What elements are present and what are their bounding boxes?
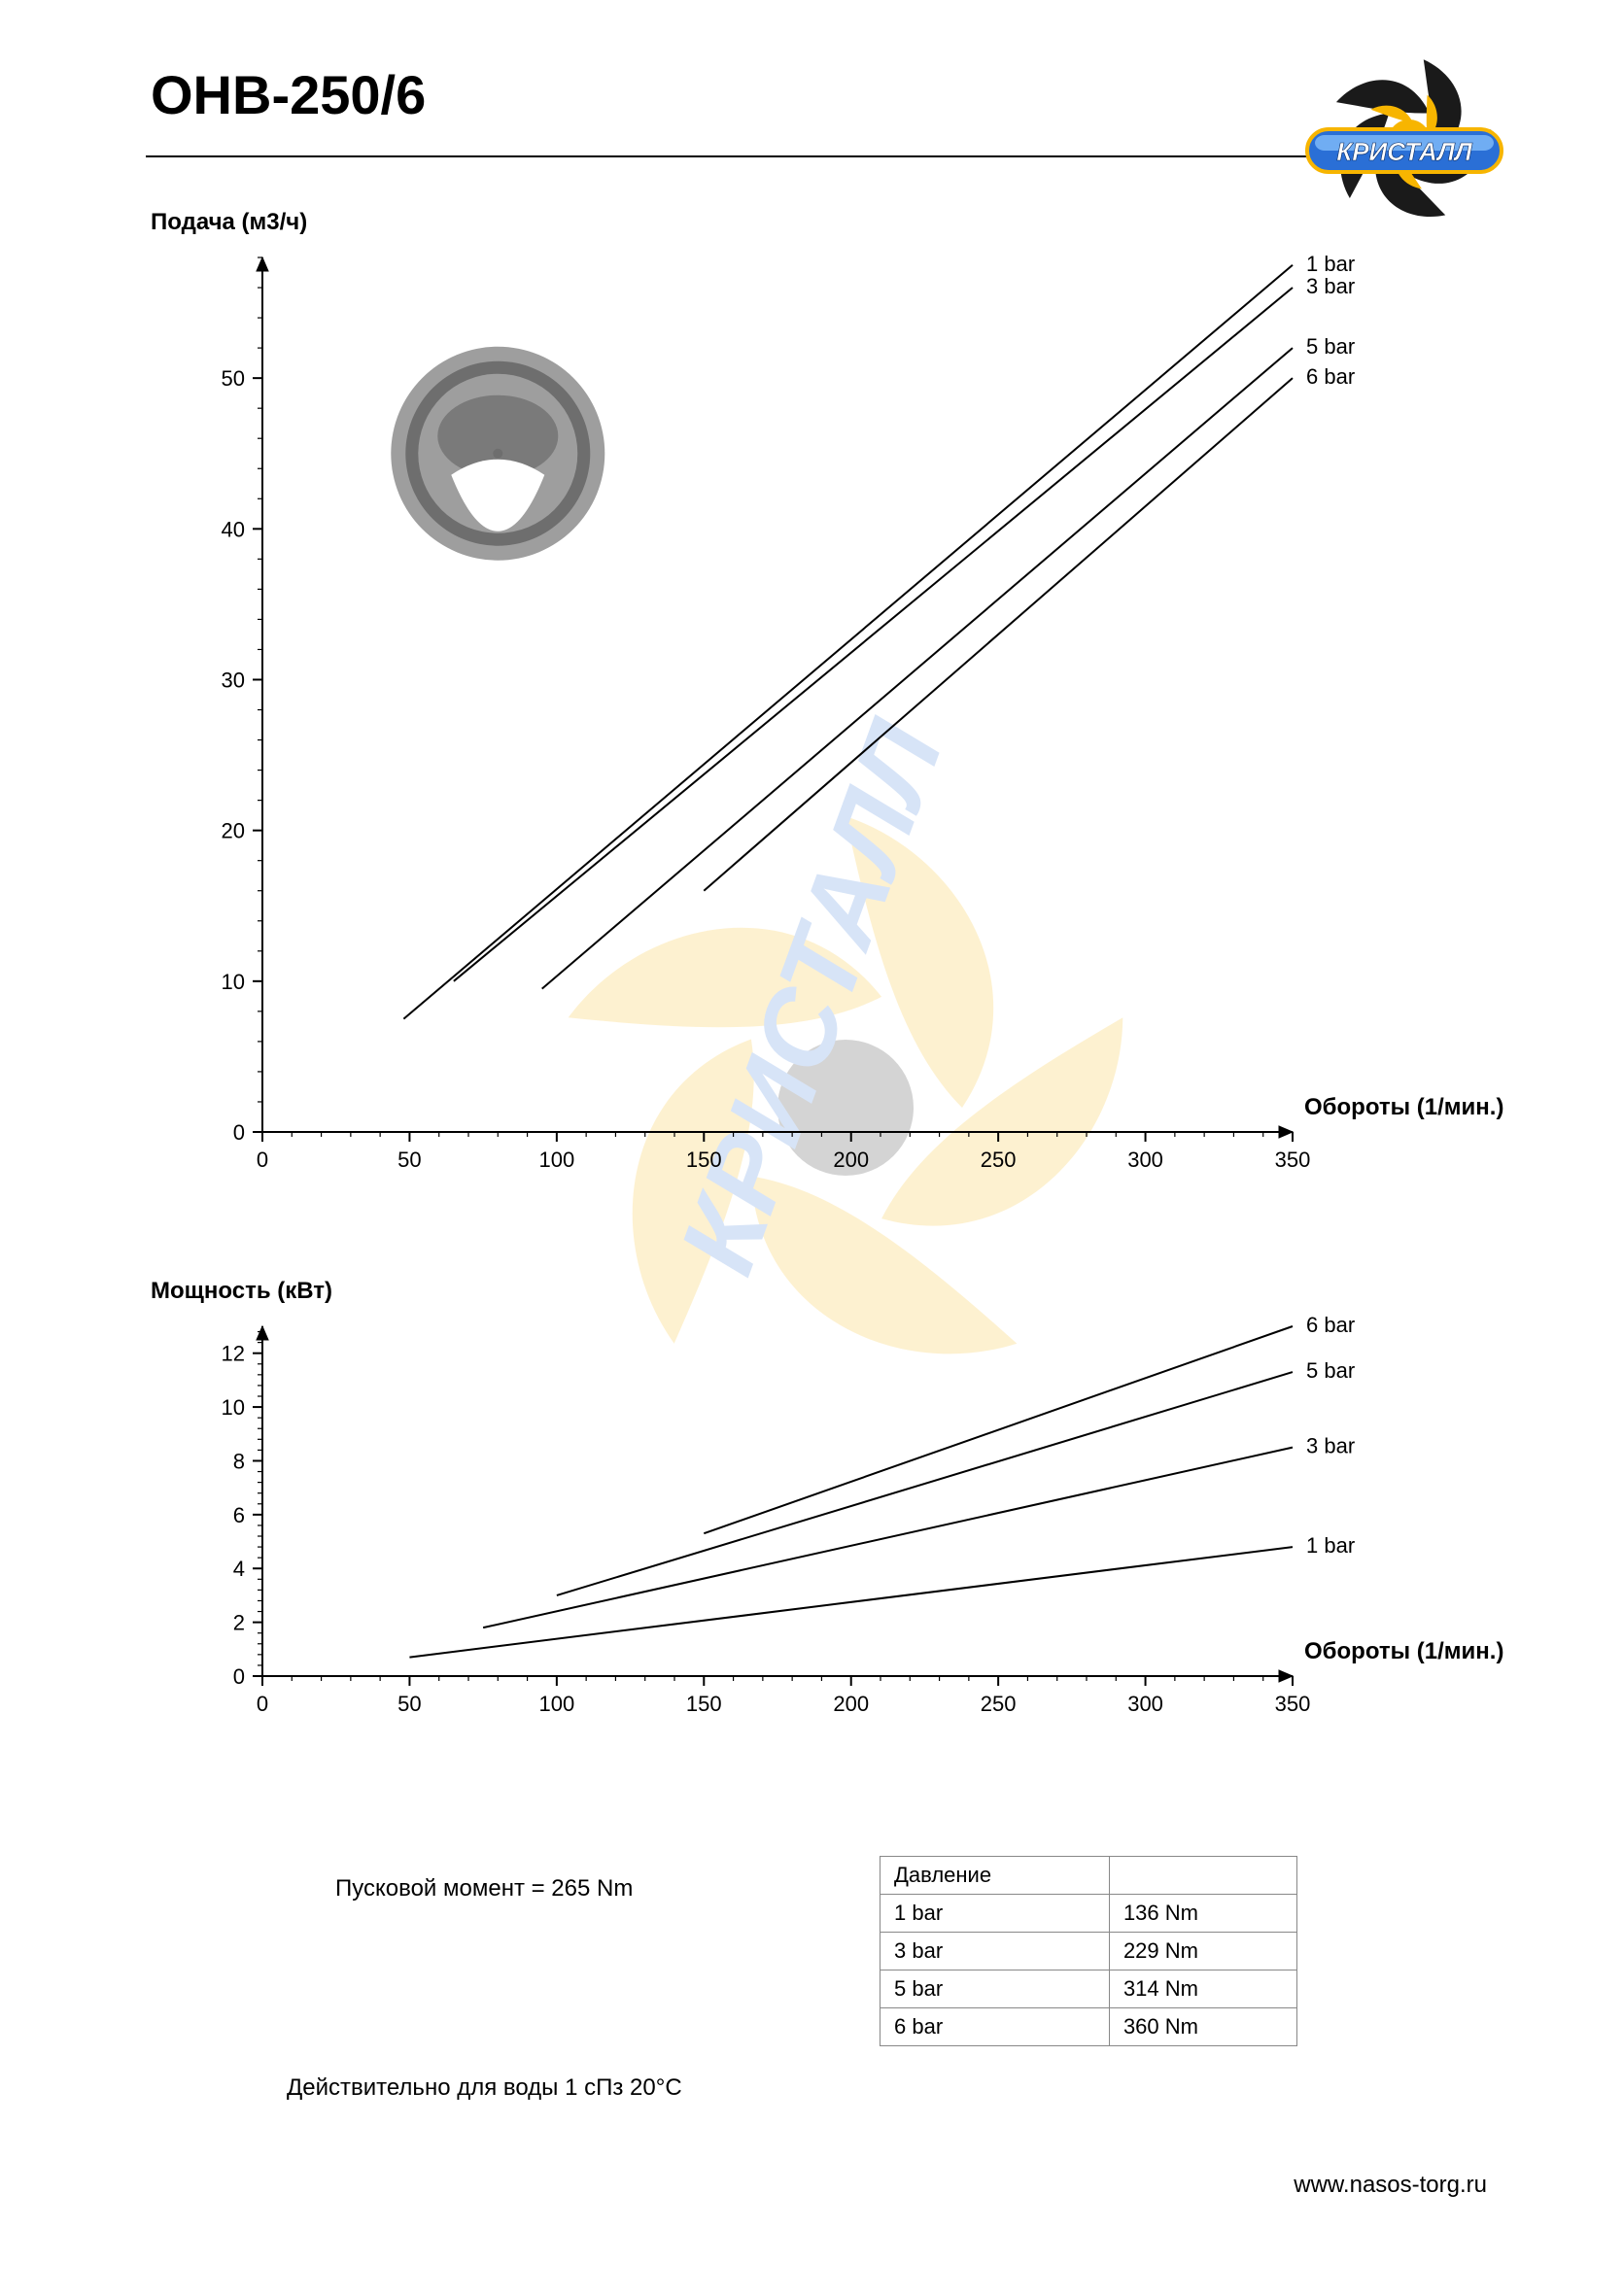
svg-text:10: 10 (222, 1395, 245, 1420)
svg-text:5 bar: 5 bar (1306, 1358, 1355, 1383)
svg-text:3 bar: 3 bar (1306, 1434, 1355, 1458)
svg-text:6: 6 (233, 1503, 245, 1527)
svg-text:150: 150 (686, 1148, 722, 1172)
brand-text: КРИСТАЛЛ (1336, 137, 1473, 166)
svg-text:8: 8 (233, 1449, 245, 1473)
svg-text:250: 250 (981, 1692, 1017, 1716)
brand-logo: КРИСТАЛЛ (1302, 53, 1506, 243)
svg-text:100: 100 (538, 1148, 574, 1172)
svg-text:6 bar: 6 bar (1306, 364, 1355, 389)
svg-text:150: 150 (686, 1692, 722, 1716)
svg-text:300: 300 (1127, 1692, 1163, 1716)
table-row: 5 bar 314 Nm (881, 1970, 1297, 2008)
table-header: Давление (881, 1857, 1110, 1895)
svg-text:0: 0 (233, 1664, 245, 1689)
svg-text:250: 250 (981, 1148, 1017, 1172)
svg-text:10: 10 (222, 970, 245, 994)
svg-text:0: 0 (257, 1148, 268, 1172)
svg-text:350: 350 (1275, 1148, 1311, 1172)
svg-text:50: 50 (397, 1692, 421, 1716)
svg-text:5 bar: 5 bar (1306, 334, 1355, 359)
svg-text:0: 0 (233, 1120, 245, 1145)
table-row: 1 bar 136 Nm (881, 1895, 1297, 1933)
footer-url: www.nasos-torg.ru (1294, 2172, 1487, 2199)
svg-text:350: 350 (1275, 1692, 1311, 1716)
svg-text:Обороты (1/мин.): Обороты (1/мин.) (1304, 1094, 1503, 1120)
page: КРИСТАЛЛ ОНВ-250/6 (0, 0, 1623, 2296)
svg-text:300: 300 (1127, 1148, 1163, 1172)
torque-table: Давление 1 bar 136 Nm 3 bar 229 Nm 5 bar… (880, 1856, 1297, 2046)
chart-power: 0 50 100 150 200 250 300 350 0 2 4 6 8 10 12 6 bar 5 bar… (146, 1317, 1506, 1734)
svg-text:3 bar: 3 bar (1306, 274, 1355, 298)
svg-text:200: 200 (833, 1692, 869, 1716)
table-row: Давление (881, 1857, 1297, 1895)
svg-text:6 bar: 6 bar (1306, 1317, 1355, 1337)
chart-flow-title: Подача (м3/ч) (151, 209, 307, 236)
svg-text:1 bar: 1 bar (1306, 252, 1355, 276)
svg-text:40: 40 (222, 517, 245, 541)
svg-text:50: 50 (397, 1148, 421, 1172)
svg-text:1 bar: 1 bar (1306, 1533, 1355, 1558)
svg-text:4: 4 (233, 1557, 245, 1581)
svg-text:12: 12 (222, 1342, 245, 1366)
svg-text:200: 200 (833, 1148, 869, 1172)
svg-text:30: 30 (222, 668, 245, 692)
table-row: 3 bar 229 Nm (881, 1933, 1297, 1970)
chart-power-title: Мощность (кВт) (151, 1278, 332, 1305)
svg-text:50: 50 (222, 366, 245, 391)
svg-text:Обороты (1/мин.): Обороты (1/мин.) (1304, 1638, 1503, 1664)
validity-note: Действительно для воды 1 сПз 20°C (287, 2074, 682, 2102)
title-divider (146, 155, 1482, 157)
starting-torque-note: Пусковой момент = 265 Nm (335, 1875, 633, 1902)
page-title: ОНВ-250/6 (151, 63, 426, 126)
table-row: 6 bar 360 Nm (881, 2008, 1297, 2046)
svg-text:2: 2 (233, 1611, 245, 1635)
svg-text:100: 100 (538, 1692, 574, 1716)
chart-flow: 0 50 100 150 200 250 300 350 0 10 20 30 40 50 1 bar3 b… (146, 248, 1506, 1190)
svg-text:20: 20 (222, 819, 245, 843)
svg-text:0: 0 (257, 1692, 268, 1716)
